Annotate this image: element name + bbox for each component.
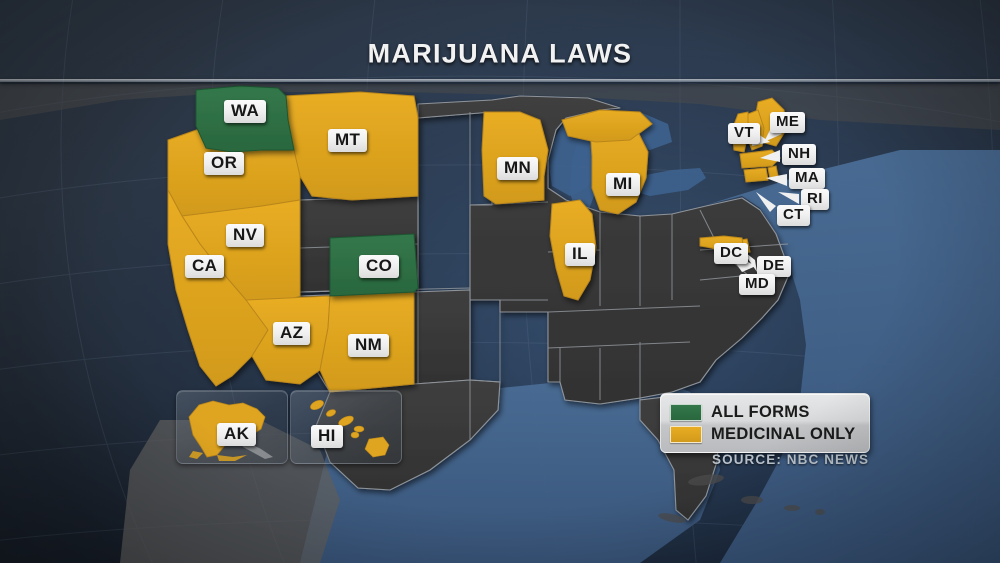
legend-label-medicinal-only: MEDICINAL ONLY <box>711 424 856 443</box>
legend-item-medicinal-only[interactable]: MEDICINAL ONLY <box>670 423 855 445</box>
label-DE: DE <box>757 256 791 277</box>
label-CT: CT <box>777 205 810 226</box>
label-DC: DC <box>714 243 749 264</box>
legend-label-all-forms: ALL FORMS <box>711 402 810 421</box>
state-MI-up <box>561 109 653 143</box>
legend-item-all-forms[interactable]: ALL FORMS <box>670 401 855 423</box>
state-CT <box>743 167 769 183</box>
label-WA: WA <box>224 100 267 124</box>
caribbean-islands <box>658 474 825 523</box>
legend-swatch-all-forms <box>670 403 702 421</box>
legend[interactable]: ALL FORMS MEDICINAL ONLY <box>660 393 871 453</box>
label-RI: RI <box>801 189 829 210</box>
label-AK: AK <box>217 423 257 447</box>
state-RI <box>767 165 779 179</box>
label-NV: NV <box>226 224 265 248</box>
canada <box>0 84 1000 130</box>
alaska-inset[interactable]: AK <box>176 390 288 464</box>
state-MA <box>739 149 781 169</box>
label-HI: HI <box>311 425 343 449</box>
label-OR: OR <box>204 152 245 176</box>
header-bar: MARIJUANA LAWS <box>0 0 1000 82</box>
page-title: MARIJUANA LAWS <box>367 38 633 69</box>
mexico <box>120 420 340 563</box>
hawaii-islands <box>310 400 390 458</box>
atlantic-ocean <box>706 150 1000 563</box>
label-ME: ME <box>770 112 806 133</box>
label-NH: NH <box>782 144 817 165</box>
hawaii-inset[interactable]: HI <box>290 390 402 464</box>
label-MN: MN <box>497 157 539 181</box>
label-AZ: AZ <box>273 322 311 346</box>
label-MD: MD <box>739 274 776 295</box>
label-CA: CA <box>185 255 225 279</box>
label-CO: CO <box>359 255 400 279</box>
label-IL: IL <box>565 243 595 267</box>
lake-erie-ontario <box>630 168 706 196</box>
label-MT: MT <box>328 129 368 153</box>
label-NM: NM <box>348 334 390 358</box>
title-divider <box>0 79 1000 82</box>
label-MA: MA <box>789 168 826 189</box>
label-MI: MI <box>606 173 640 197</box>
legend-swatch-medicinal-only <box>670 425 702 443</box>
label-VT: VT <box>728 123 760 144</box>
source-attribution: SOURCE: NBC NEWS <box>712 452 870 467</box>
